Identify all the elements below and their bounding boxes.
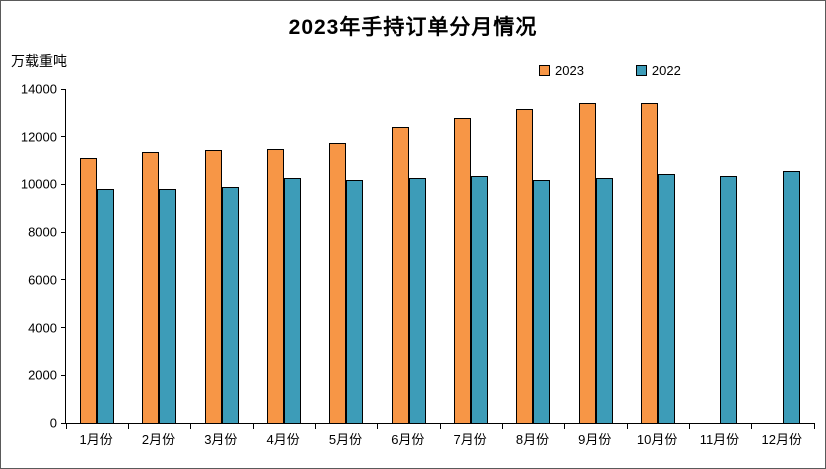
- x-tick-mark: [439, 423, 441, 429]
- bar-group-12月份: [752, 89, 814, 423]
- bar-group-6月份: [378, 89, 440, 423]
- x-tick-mark: [314, 423, 316, 429]
- bar-2022-9月份: [595, 178, 613, 423]
- x-axis-label-10月份: 10月份: [636, 432, 678, 447]
- bar-2023-6月份: [391, 127, 409, 423]
- y-tick-label: 14000: [20, 81, 57, 97]
- x-tick-mark: [501, 423, 503, 429]
- bar-group-3月份: [191, 89, 253, 423]
- chart-title: 2023年手持订单分月情况: [288, 16, 538, 39]
- bar-group-1月份: [66, 89, 128, 423]
- x-axis-label-2月份: 2月份: [141, 432, 176, 447]
- y-tick-mark: [61, 183, 66, 185]
- x-tick-mark: [377, 423, 379, 429]
- legend: 2023 2022: [539, 63, 681, 78]
- bar-2023-3月份: [204, 149, 222, 423]
- y-tick-label: 8000: [28, 224, 57, 240]
- bar-2023-2月份: [142, 152, 160, 423]
- y-tick-label: 12000: [20, 129, 57, 145]
- bar-2022-2月份: [159, 189, 177, 423]
- x-axis-label-9月份: 9月份: [578, 432, 612, 447]
- x-tick-mark: [626, 423, 628, 429]
- y-tick-mark: [61, 374, 66, 376]
- legend-label-2022: 2022: [651, 63, 681, 78]
- y-tick-mark: [61, 279, 66, 281]
- bar-2022-6月份: [408, 178, 426, 423]
- x-tick-mark: [813, 423, 815, 429]
- y-tick-mark: [61, 422, 66, 424]
- y-tick-mark: [61, 231, 66, 233]
- y-tick-label: 2000: [28, 367, 57, 383]
- bar-group-11月份: [689, 89, 751, 423]
- bar-group-7月份: [440, 89, 502, 423]
- bar-2022-12月份: [782, 171, 800, 423]
- legend-item-2022: 2022: [635, 63, 681, 78]
- legend-swatch-2023: [539, 65, 550, 76]
- x-axis-label-3月份: 3月份: [204, 432, 238, 447]
- bar-2023-4月份: [267, 148, 285, 423]
- bar-2022-5月份: [346, 179, 364, 423]
- x-axis-label-5月份: 5月份: [328, 432, 363, 447]
- bar-2023-9月份: [578, 103, 596, 423]
- bar-2022-3月份: [221, 186, 239, 423]
- bar-2022-11月份: [720, 176, 738, 423]
- bar-group-5月份: [315, 89, 377, 423]
- y-tick-label: 0: [49, 415, 57, 431]
- bar-2022-10月份: [658, 173, 676, 423]
- x-tick-mark: [688, 423, 690, 429]
- bar-2022-8月份: [533, 179, 551, 423]
- bar-group-10月份: [627, 89, 689, 423]
- x-tick-mark: [127, 423, 129, 429]
- bar-group-8月份: [502, 89, 564, 423]
- bar-2023-1月份: [80, 158, 98, 423]
- legend-item-2023: 2023: [539, 63, 584, 78]
- x-axis-label-4月份: 4月份: [266, 432, 300, 447]
- y-tick-label: 4000: [28, 320, 57, 336]
- x-axis-label-8月份: 8月份: [515, 432, 550, 447]
- legend-label-2023: 2023: [555, 63, 584, 78]
- bar-2022-1月份: [97, 189, 115, 423]
- x-tick-mark: [564, 423, 566, 429]
- x-axis-label-1月份: 1月份: [79, 432, 113, 447]
- bar-group-4月份: [253, 89, 315, 423]
- legend-swatch-2022: [635, 65, 647, 76]
- bar-2023-10月份: [641, 103, 659, 423]
- x-axis-label-6月份: 6月份: [391, 432, 425, 447]
- y-tick-mark: [61, 327, 66, 329]
- bar-group-9月份: [565, 89, 627, 423]
- bar-2023-8月份: [516, 109, 534, 423]
- y-tick-mark: [61, 88, 66, 90]
- bar-2023-5月份: [329, 142, 347, 423]
- y-tick-mark: [61, 136, 66, 138]
- x-axis-label-11月份: 11月份: [699, 432, 740, 447]
- x-tick-mark: [65, 423, 67, 429]
- x-tick-mark: [751, 423, 753, 429]
- y-axis-unit-label: 万载重吨: [11, 53, 67, 69]
- y-axis-labels: 0 2000 4000 6000 8000 10000 12000 14000: [1, 83, 57, 430]
- bar-2023-7月份: [454, 117, 472, 423]
- y-tick-label: 6000: [28, 272, 57, 288]
- x-tick-mark: [190, 423, 192, 429]
- plot-area: [61, 88, 815, 429]
- x-tick-mark: [252, 423, 254, 429]
- bar-2022-7月份: [471, 176, 489, 423]
- x-axis-label-12月份: 12月份: [761, 432, 802, 447]
- bar-group-2月份: [128, 89, 190, 423]
- x-axis-label-7月份: 7月份: [453, 432, 487, 447]
- y-tick-label: 10000: [20, 176, 57, 192]
- bars-container: [66, 89, 814, 423]
- bar-2022-4月份: [284, 178, 302, 423]
- x-axis-labels: 1月份 2月份 3月份 4月份 5月份 6月份 7月份 8月份 9月份 10月份 11月份 12月份: [65, 429, 813, 448]
